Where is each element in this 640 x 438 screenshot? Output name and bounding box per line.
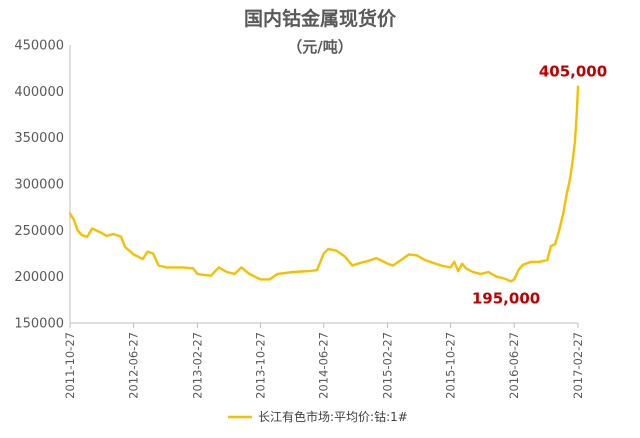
annotations: 405,000 195,000 [472, 63, 607, 308]
y-tick-label: 150000 [14, 317, 64, 332]
x-tick-label: 2013-02-27 [190, 332, 204, 399]
series-line [68, 85, 580, 283]
y-tick-label: 200000 [14, 270, 64, 285]
x-tick-label: 2014-06-27 [317, 332, 331, 399]
chart-title: 国内钴金属现货价 [244, 7, 397, 30]
y-tick-label: 250000 [14, 224, 64, 239]
legend: 长江有色市场:平均价:钴:1# [228, 409, 408, 424]
max-value-label: 405,000 [539, 63, 607, 81]
x-tick-label: 2013-10-27 [253, 332, 267, 399]
x-tick-label: 2012-06-27 [127, 332, 141, 399]
chart-subtitle: （元/吨） [287, 38, 352, 56]
x-axis: 2011-10-27 2012-06-27 2013-02-27 2013-10-27… [63, 322, 585, 399]
y-axis: 150000 200000 250000 300000 350000 400000 4500… [14, 39, 71, 332]
x-tick-label: 2011-10-27 [63, 332, 77, 399]
legend-label: 长江有色市场:平均价:钴:1# [258, 409, 408, 424]
plot-area [68, 85, 580, 283]
x-tick-label: 2015-02-27 [381, 332, 395, 399]
y-tick-label: 450000 [14, 39, 64, 54]
y-tick-label: 400000 [14, 85, 64, 100]
min-value-label: 195,000 [472, 289, 540, 307]
y-tick-label: 300000 [14, 178, 64, 193]
x-tick-label: 2015-10-27 [444, 332, 458, 399]
x-tick-label: 2016-06-27 [507, 332, 521, 399]
y-tick-label: 350000 [14, 131, 64, 146]
x-tick-label: 2017-02-27 [571, 332, 585, 399]
